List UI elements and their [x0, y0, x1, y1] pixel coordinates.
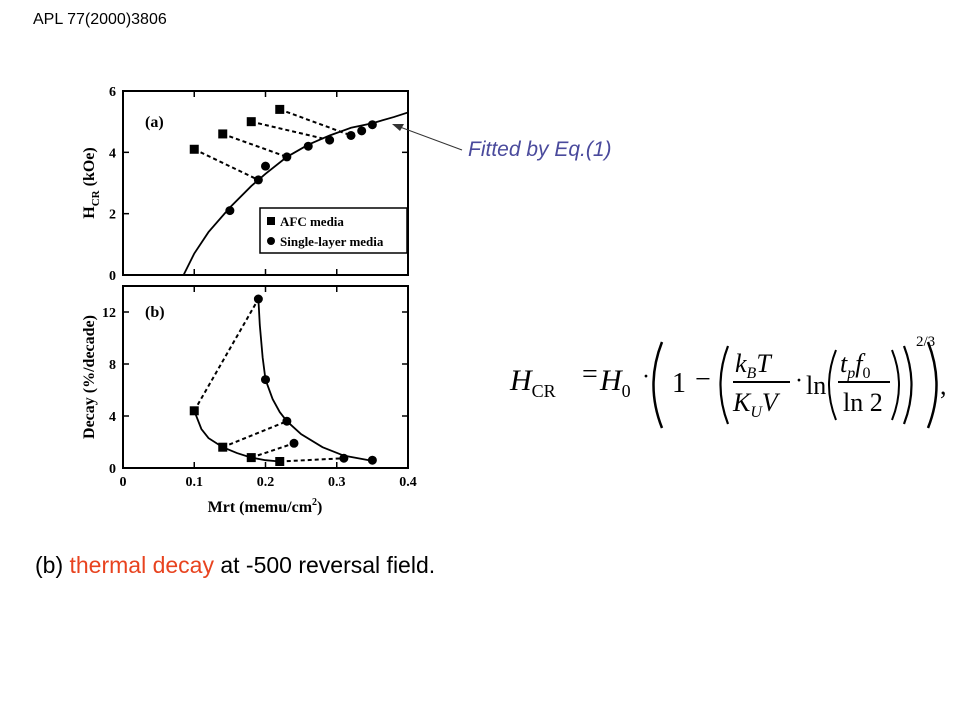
- caption-highlight: thermal decay: [69, 552, 214, 578]
- single-layer-point: [225, 206, 235, 216]
- svg-text:2/3: 2/3: [916, 334, 935, 350]
- legend: AFC media Single-layer media: [259, 207, 408, 254]
- caption-prefix: (b): [35, 552, 70, 578]
- svg-text:·: ·: [642, 364, 650, 390]
- dashed-connector: [222, 420, 288, 449]
- single-layer-point: [282, 152, 292, 162]
- y-tick-label: 6: [109, 85, 116, 100]
- reference-citation: APL 77(2000)3806: [33, 11, 167, 28]
- single-layer-point: [339, 453, 349, 463]
- y-tick-label: 2: [109, 208, 116, 223]
- single-layer-point: [325, 135, 335, 145]
- svg-text:·: ·: [795, 368, 803, 394]
- single-layer-point: [357, 126, 367, 136]
- legend-label: Single-layer media: [280, 234, 384, 249]
- x-tick-label: 0.1: [186, 475, 204, 490]
- y-tick-label: 0: [109, 269, 116, 284]
- svg-text:,: ,: [940, 371, 947, 400]
- x-axis-label: Mrt (memu/cm2): [208, 497, 323, 516]
- afc-point: [246, 117, 256, 127]
- x-axis-label-main: Mrt (memu/cm: [208, 499, 313, 516]
- svg-text:tpf0: tpf0: [840, 349, 870, 382]
- y-axis-label-unit: (kOe): [81, 147, 98, 190]
- y-axis-label-sub: CR: [90, 189, 102, 206]
- svg-text:ln 2: ln 2: [843, 388, 883, 417]
- x-tick-label: 0.4: [399, 475, 417, 490]
- panel-label: (b): [145, 304, 165, 321]
- y-axis-label: HCR (kOe): [81, 147, 102, 218]
- single-layer-point: [289, 438, 299, 448]
- afc-point: [275, 457, 285, 466]
- dashed-connector: [193, 148, 259, 181]
- dashed-connector: [251, 120, 330, 142]
- y-axis-label-main: H: [81, 206, 98, 219]
- single-layer-point: [261, 161, 270, 171]
- y-tick-label: 4: [109, 410, 116, 425]
- afc-point: [218, 129, 228, 139]
- single-layer-point: [367, 120, 377, 130]
- caption-suffix: at -500 reversal field.: [213, 552, 436, 578]
- single-layer-point: [253, 175, 263, 185]
- dashed-connector: [279, 457, 344, 463]
- y-tick-label: 0: [109, 462, 116, 477]
- panel-a-plot: 0 2 4 6 (a) AFC media Single-layer media HCR (k…: [81, 85, 409, 284]
- afc-point: [218, 442, 228, 452]
- dashed-connector: [222, 132, 288, 158]
- panel-b-plot: 0 4 8 12 0 0.1 0.2 0.3 0.4 (b) Decay (%/decade) Mrt…: [81, 285, 417, 516]
- legend-square-marker: [267, 217, 275, 225]
- svg-text:−: −: [695, 364, 711, 395]
- single-layer-curve: [257, 298, 373, 462]
- afc-point: [189, 144, 199, 154]
- panel-label: (a): [145, 114, 164, 131]
- x-tick-label: 0: [120, 475, 127, 490]
- dashed-connector: [193, 298, 260, 412]
- svg-text:kBT: kBT: [735, 349, 772, 382]
- x-axis-label-sup: 2: [312, 497, 317, 508]
- equation-1: HCR = H0 · 1 − kBT KUV · ln tpf0 ln 2 2/…: [509, 334, 947, 429]
- y-axis-label: Decay (%/decade): [81, 315, 98, 439]
- svg-text:KUV: KUV: [732, 388, 781, 421]
- single-layer-point: [282, 416, 292, 426]
- legend-circle-marker: [267, 237, 275, 245]
- fit-annotation-arrow: [392, 124, 463, 151]
- dashed-connector: [250, 442, 295, 459]
- legend-label: AFC media: [280, 214, 344, 229]
- single-layer-point: [367, 455, 377, 465]
- fit-annotation-label: Fitted by Eq.(1): [468, 138, 612, 161]
- afc-point: [246, 453, 256, 463]
- single-layer-point: [261, 375, 270, 385]
- x-tick-label: 0.2: [257, 475, 275, 490]
- single-layer-point: [253, 294, 263, 304]
- single-layer-point: [303, 141, 313, 151]
- svg-text:1: 1: [672, 368, 686, 399]
- afc-point: [189, 406, 199, 416]
- y-axis-label-main: Decay: [81, 397, 98, 439]
- y-tick-label: 4: [109, 146, 116, 161]
- figure-caption: (b) thermal decay at -500 reversal field…: [35, 552, 435, 579]
- afc-curve: [193, 410, 280, 463]
- legend-box: [259, 207, 408, 254]
- afc-point: [275, 104, 285, 114]
- y-axis-label-unit: (%/decade): [81, 315, 98, 397]
- svg-text:ln: ln: [806, 371, 826, 400]
- svg-text:HCR: HCR: [509, 364, 556, 401]
- single-layer-point: [346, 130, 356, 140]
- svg-text:=: =: [582, 359, 598, 390]
- y-tick-label: 12: [102, 306, 116, 321]
- y-tick-label: 8: [109, 358, 116, 373]
- x-tick-label: 0.3: [328, 475, 346, 490]
- x-axis-label-close: ): [317, 499, 322, 516]
- svg-text:H0: H0: [599, 364, 631, 401]
